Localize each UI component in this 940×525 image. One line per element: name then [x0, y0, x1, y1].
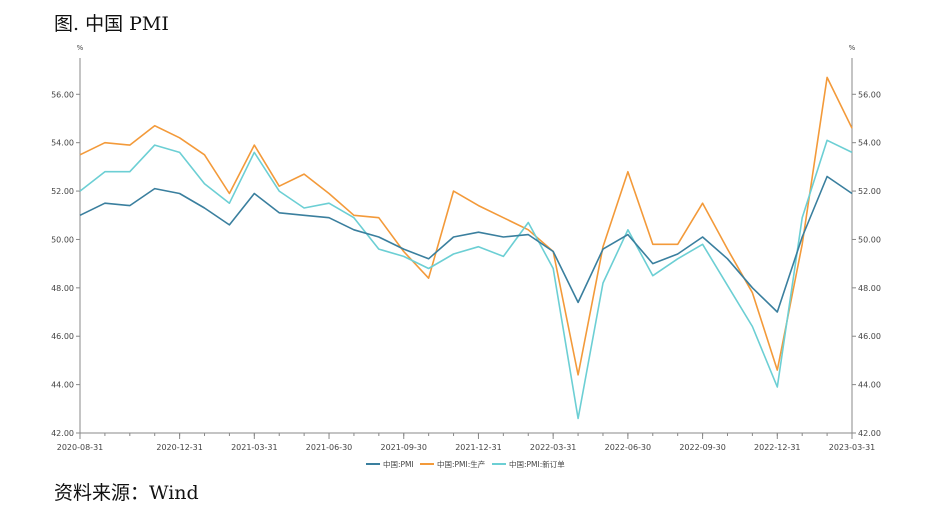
y-tick-label-right: 46.00 — [858, 332, 881, 341]
x-tick-label: 2022-12-31 — [754, 443, 801, 452]
y-tick-label-left: 54.00 — [51, 139, 74, 148]
x-tick-label: 2021-12-31 — [455, 443, 502, 452]
y-tick-label-right: 50.00 — [858, 235, 881, 244]
y-axis-right-unit: % — [849, 44, 856, 52]
y-tick-label-left: 46.00 — [51, 332, 74, 341]
legend-label-2: 中国:PMI:新订单 — [509, 459, 565, 469]
x-tick-label: 2022-03-31 — [530, 443, 577, 452]
y-tick-label-right: 44.00 — [858, 381, 881, 390]
y-tick-label-right: 48.00 — [858, 284, 881, 293]
x-tick-label: 2021-09-30 — [380, 443, 427, 452]
y-axis-left-unit: % — [77, 44, 84, 52]
series-line-1 — [79, 76, 853, 376]
legend-label-0: 中国:PMI — [383, 459, 414, 469]
chart-legend: 中国:PMI 中国:PMI:生产 中国:PMI:新订单 — [366, 459, 565, 469]
y-tick-label-left: 52.00 — [51, 187, 74, 196]
y-tick-label-right: 52.00 — [858, 187, 881, 196]
y-tick-label-left: 48.00 — [51, 284, 74, 293]
x-tick-label: 2021-03-31 — [231, 443, 278, 452]
y-tick-label-left: 56.00 — [51, 90, 74, 99]
chart-series — [79, 76, 853, 420]
x-tick-label: 2022-09-30 — [679, 443, 726, 452]
x-tick-label: 2020-08-31 — [57, 443, 104, 452]
series-line-2 — [79, 139, 853, 420]
chart-axes: % % 42.00 42.00 44.00 44.00 46.00 46.00 48.00 48.… — [51, 44, 881, 452]
x-tick-label: 2021-06-30 — [306, 443, 353, 452]
y-tick-label-left: 44.00 — [51, 381, 74, 390]
y-tick-label-right: 56.00 — [858, 90, 881, 99]
figure-title: 图. 中国 PMI — [54, 13, 169, 35]
y-tick-label-right: 54.00 — [858, 139, 881, 148]
legend-label-1: 中国:PMI:生产 — [437, 459, 485, 469]
y-tick-label-left: 42.00 — [51, 429, 74, 438]
y-tick-label-left: 50.00 — [51, 235, 74, 244]
series-line-0 — [79, 175, 853, 313]
x-tick-label: 2023-03-31 — [829, 443, 876, 452]
y-tick-label-right: 42.00 — [858, 429, 881, 438]
x-tick-label: 2022-06-30 — [605, 443, 652, 452]
x-tick-label: 2020-12-31 — [156, 443, 203, 452]
figure-source: 资料来源：Wind — [54, 482, 199, 504]
